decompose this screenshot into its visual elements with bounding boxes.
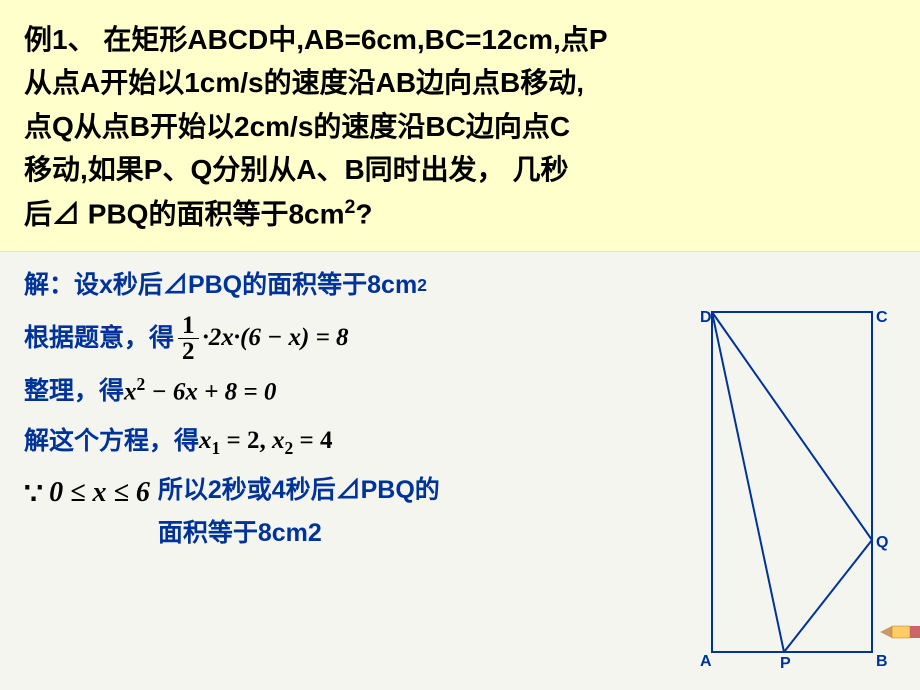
eq2-x: x <box>124 378 137 405</box>
eq3-s2: 2 <box>285 438 294 458</box>
label-d: D <box>700 309 712 326</box>
conclusion-line-2: 面积等于8cm2 <box>158 519 322 547</box>
eq2-sup: 2 <box>137 374 146 394</box>
step1-prefix: 解：设 <box>24 264 99 307</box>
step1-val: 8cm <box>367 264 417 307</box>
problem-line-4: 移动,如果P、Q分别从A、B同时出发， 几秒 <box>24 154 568 185</box>
eq3-x2: x <box>272 427 285 454</box>
problem-line-5: 后⊿ PBQ的面积等于8cm <box>24 198 345 229</box>
step1-var: x <box>99 264 113 307</box>
eq1-body: ·2x·(6 − x) = 8 <box>203 317 349 360</box>
conclusion-line-1: 所以2秒或4秒后⊿PBQ的 <box>158 476 440 504</box>
label-a: A <box>700 653 712 670</box>
solution-step-1: 解：设x秒后⊿PBQ的面积等于8cm2 <box>24 264 896 307</box>
therefore-symbol: ∵ <box>24 469 43 520</box>
eq2-rest: − 6x + 8 = 0 <box>145 378 276 405</box>
conclusion: 所以2秒或4秒后⊿PBQ的 面积等于8cm2 <box>158 469 440 554</box>
eq3-mid1: = 2, <box>220 427 272 454</box>
step3-prefix: 整理，得 <box>24 370 124 413</box>
step4-prefix: 解这个方程，得 <box>24 420 199 463</box>
label-q: Q <box>876 534 888 551</box>
label-c: C <box>876 309 888 326</box>
pencil-icon <box>880 618 920 646</box>
problem-statement: 例1、 在矩形ABCD中,AB=6cm,BC=12cm,点P 从点A开始以1cm… <box>0 0 920 252</box>
geometry-diagram: D C A B P Q <box>692 302 892 672</box>
equation-2: x2 − 6x + 8 = 0 <box>124 370 276 414</box>
equation-3: x1 = 2, x2 = 4 <box>199 420 333 464</box>
step1-triangle: PBQ <box>188 264 242 307</box>
problem-line-1: 在矩形ABCD中,AB=6cm,BC=12cm,点P <box>96 24 608 55</box>
rectangle-abcd <box>712 312 872 652</box>
problem-sup: 2 <box>345 196 356 218</box>
eq3-s1: 1 <box>212 438 221 458</box>
problem-line-2: 从点A开始以1cm/s的速度沿AB边向点B移动, <box>24 67 584 98</box>
step1-suffix: 秒后⊿ <box>113 264 188 307</box>
line-pq <box>784 540 872 652</box>
equation-1: 1 2 ·2x·(6 − x) = 8 <box>174 313 349 364</box>
eq3-mid2: = 4 <box>293 427 332 454</box>
diagram-svg: D C A B P Q <box>692 302 892 672</box>
problem-line-5-end: ? <box>355 198 372 229</box>
label-b: B <box>876 653 888 670</box>
problem-label: 例1、 <box>24 24 96 55</box>
frac-den: 2 <box>178 339 199 364</box>
frac-num: 1 <box>178 313 199 339</box>
step2-prefix: 根据题意，得 <box>24 317 174 360</box>
eq3-x1: x <box>199 427 212 454</box>
fraction: 1 2 <box>178 313 199 364</box>
step1-sup: 2 <box>417 271 427 301</box>
problem-line-3: 点Q从点B开始以2cm/s的速度沿BC边向点C <box>24 111 570 142</box>
label-p: P <box>780 655 791 672</box>
step1-mid: 的面积等于 <box>242 264 367 307</box>
range-constraint: 0 ≤ x ≤ 6 <box>49 469 150 517</box>
